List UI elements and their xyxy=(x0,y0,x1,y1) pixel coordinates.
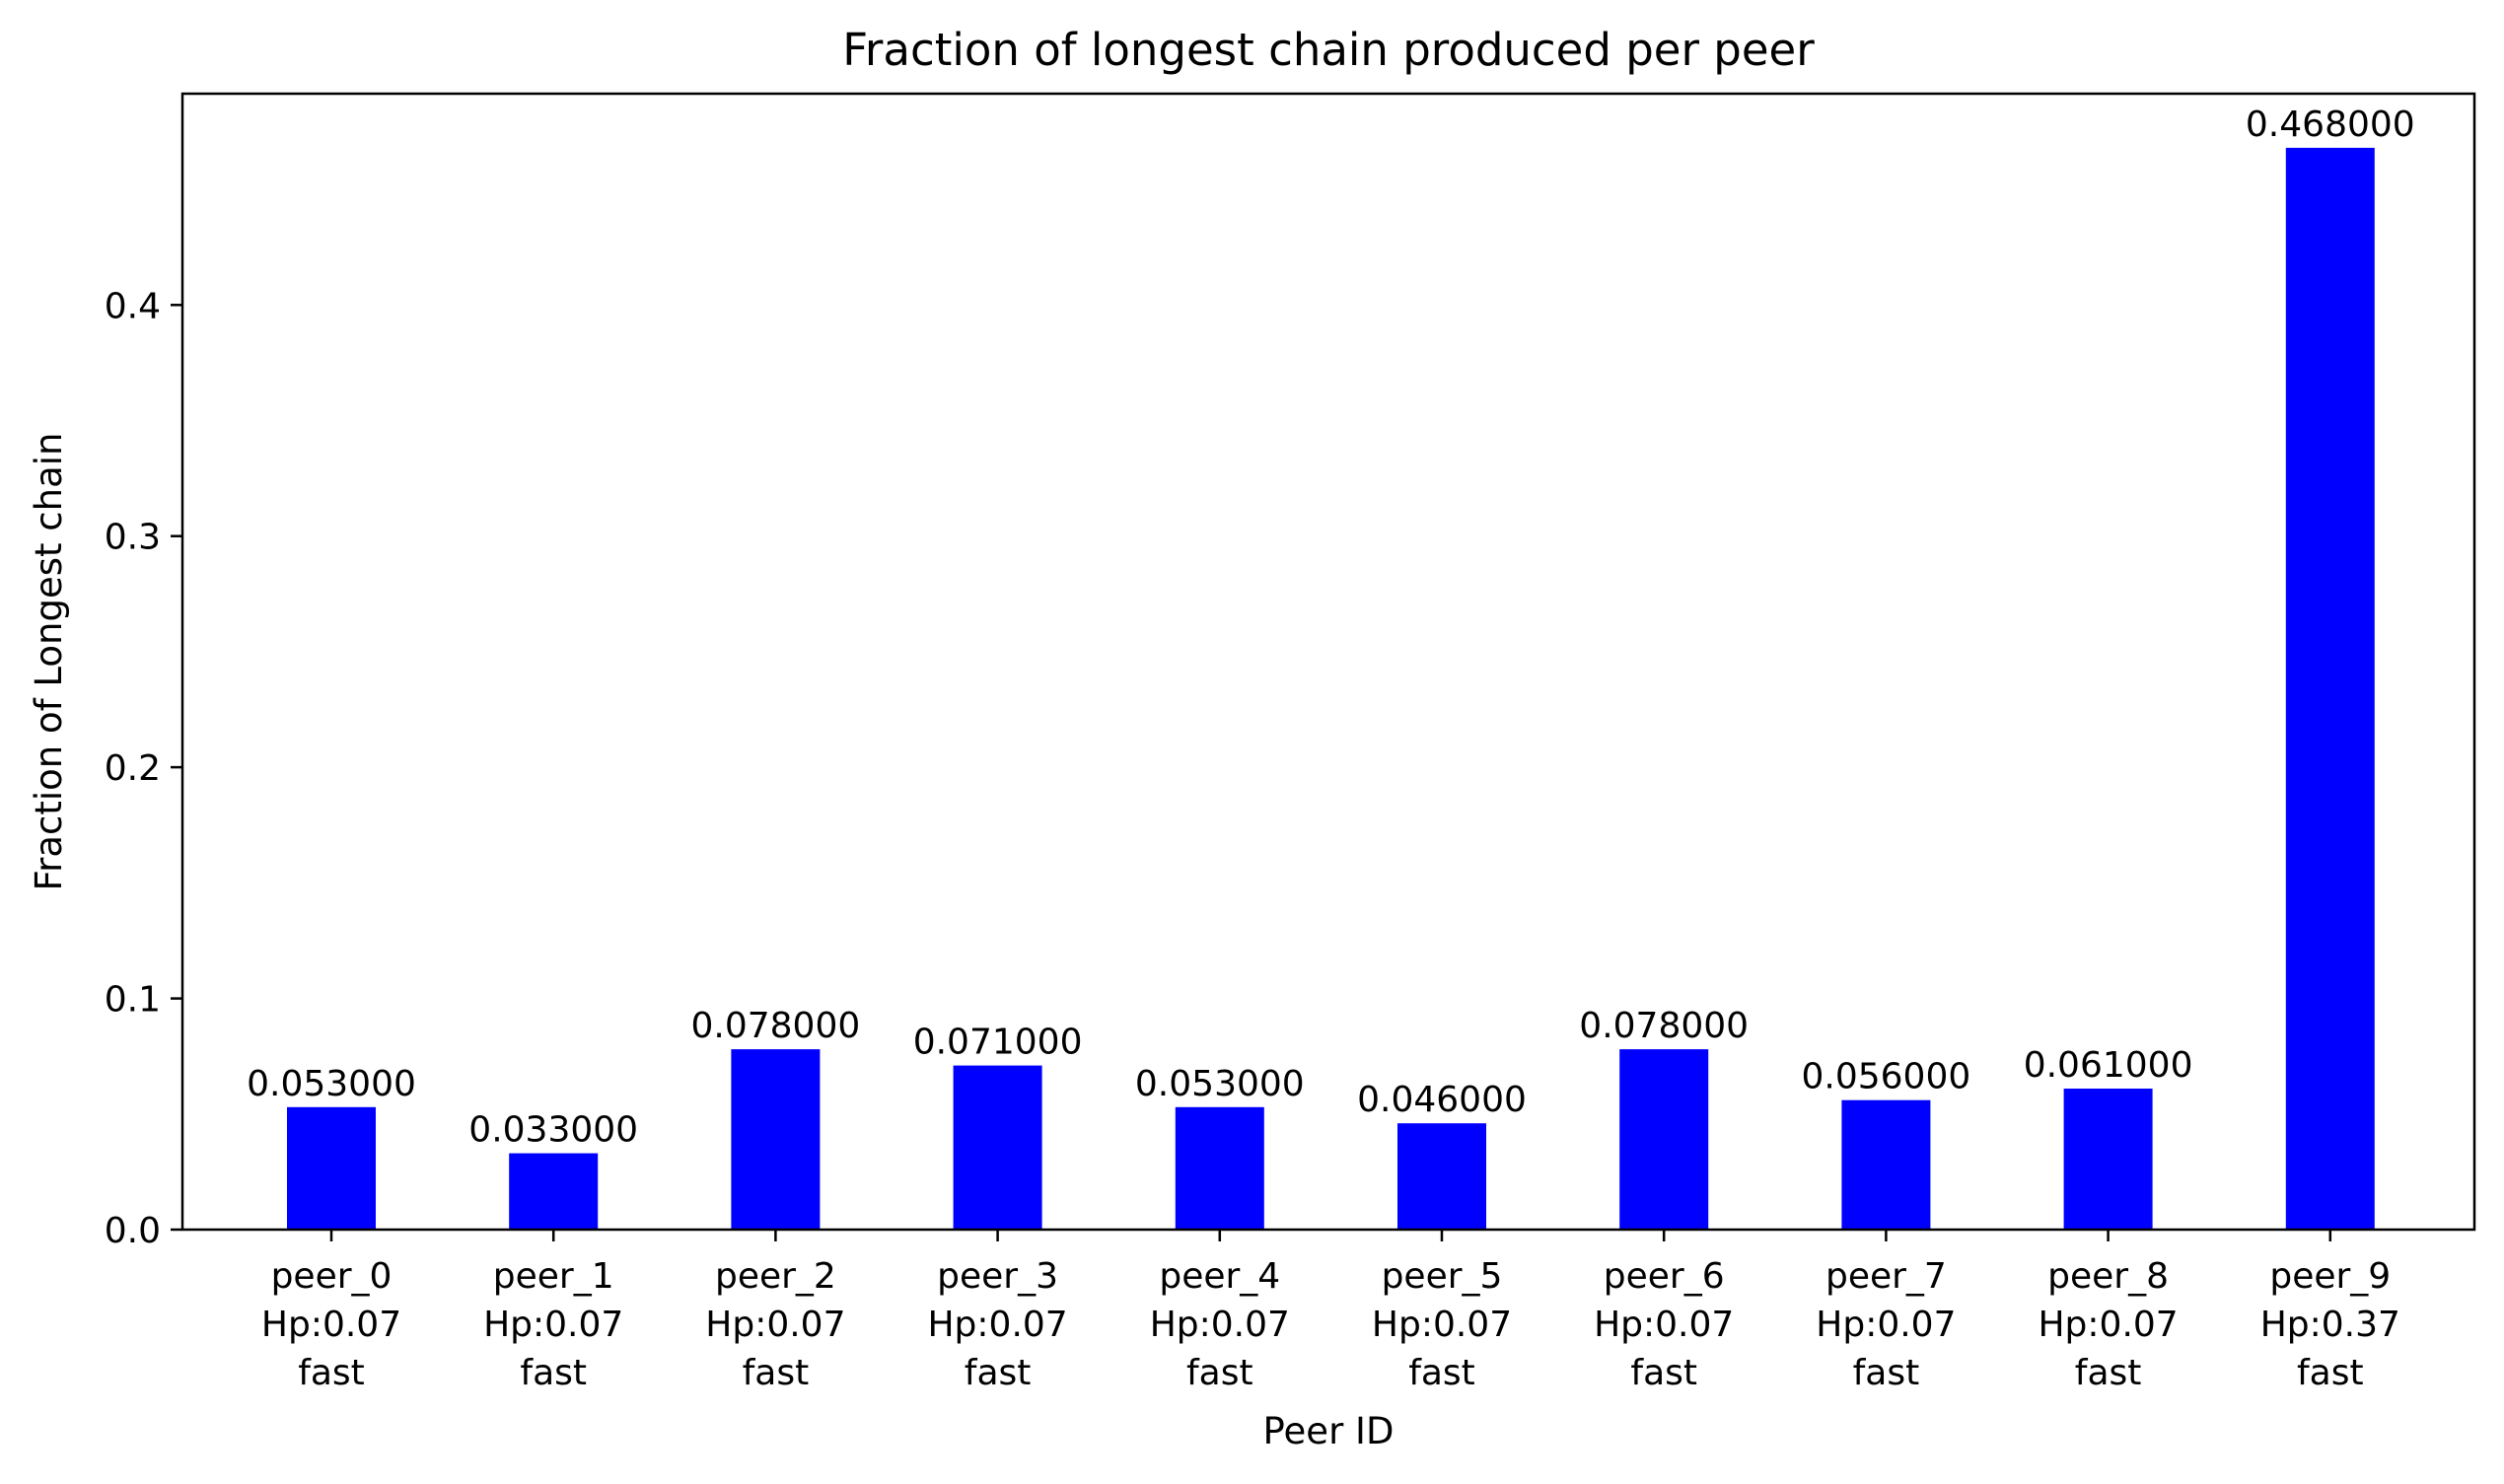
bar-4 xyxy=(1176,1107,1264,1230)
chart-title: Fraction of longest chain produced per p… xyxy=(842,24,1815,76)
y-tick-label-4: 0.4 xyxy=(105,286,161,326)
x-tick-label-line-6-2: fast xyxy=(1630,1353,1697,1393)
bar-value-label-6: 0.078000 xyxy=(1579,1006,1749,1046)
bar-3 xyxy=(954,1066,1042,1230)
bar-8 xyxy=(2064,1089,2153,1230)
x-axis-label: Peer ID xyxy=(1263,1410,1395,1452)
y-tick-label-2: 0.2 xyxy=(105,748,161,789)
bar-5 xyxy=(1397,1123,1486,1230)
bar-value-label-4: 0.053000 xyxy=(1135,1064,1305,1104)
bar-value-label-1: 0.033000 xyxy=(468,1110,638,1151)
x-tick-label-line-3-2: fast xyxy=(965,1353,1032,1393)
x-tick-label-line-9-1: Hp:0.37 xyxy=(2260,1305,2400,1345)
y-tick-label-0: 0.0 xyxy=(105,1211,161,1251)
x-tick-label-line-4-1: Hp:0.07 xyxy=(1150,1305,1290,1345)
bar-value-label-7: 0.056000 xyxy=(1802,1057,1971,1097)
bar-0 xyxy=(287,1107,376,1230)
x-tick-label-line-7-0: peer_7 xyxy=(1825,1256,1947,1297)
bar-9 xyxy=(2286,148,2375,1230)
x-tick-label-line-1-2: fast xyxy=(520,1353,587,1393)
x-tick-label-line-0-2: fast xyxy=(298,1353,365,1393)
x-tick-label-line-0-1: Hp:0.07 xyxy=(261,1305,401,1345)
y-tick-label-1: 0.1 xyxy=(105,980,161,1021)
x-tick-label-line-5-0: peer_5 xyxy=(1382,1256,1503,1297)
x-tick-label-line-0-0: peer_0 xyxy=(271,1256,393,1297)
y-tick-label-3: 0.3 xyxy=(105,518,161,558)
bar-6 xyxy=(1619,1049,1708,1230)
x-tick-label-line-2-0: peer_2 xyxy=(715,1256,836,1297)
x-tick-label-line-8-1: Hp:0.07 xyxy=(2038,1305,2178,1345)
x-tick-label-line-5-1: Hp:0.07 xyxy=(1372,1305,1512,1345)
x-tick-label-line-8-2: fast xyxy=(2075,1353,2142,1393)
bar-2 xyxy=(731,1049,820,1230)
x-tick-label-line-5-2: fast xyxy=(1408,1353,1475,1393)
x-tick-label-line-6-0: peer_6 xyxy=(1604,1256,1725,1297)
x-tick-label-line-3-0: peer_3 xyxy=(937,1256,1058,1297)
x-tick-label-line-1-0: peer_1 xyxy=(493,1256,614,1297)
bar-value-label-2: 0.078000 xyxy=(691,1006,861,1046)
x-tick-label-line-7-1: Hp:0.07 xyxy=(1816,1305,1956,1345)
x-tick-label-line-9-2: fast xyxy=(2297,1353,2364,1393)
bar-value-label-9: 0.468000 xyxy=(2246,105,2415,145)
x-tick-label-line-7-2: fast xyxy=(1853,1353,1920,1393)
x-tick-label-line-2-1: Hp:0.07 xyxy=(705,1305,845,1345)
bar-7 xyxy=(1841,1100,1930,1230)
x-tick-label-line-4-0: peer_4 xyxy=(1159,1256,1280,1297)
bar-value-label-5: 0.046000 xyxy=(1357,1080,1527,1120)
x-tick-label-line-8-0: peer_8 xyxy=(2047,1256,2169,1297)
x-tick-label-line-2-2: fast xyxy=(743,1353,810,1393)
bar-value-label-3: 0.071000 xyxy=(913,1023,1083,1063)
x-tick-label-line-9-0: peer_9 xyxy=(2269,1256,2391,1297)
bar-value-label-8: 0.061000 xyxy=(2024,1045,2193,1086)
bar-1 xyxy=(509,1154,598,1230)
bar-value-label-0: 0.053000 xyxy=(247,1064,416,1104)
x-tick-label-line-1-1: Hp:0.07 xyxy=(483,1305,623,1345)
y-axis-label: Fraction of Longest chain xyxy=(28,433,70,891)
x-tick-label-line-3-1: Hp:0.07 xyxy=(927,1305,1067,1345)
x-tick-label-line-6-1: Hp:0.07 xyxy=(1594,1305,1734,1345)
x-tick-label-line-4-2: fast xyxy=(1186,1353,1253,1393)
